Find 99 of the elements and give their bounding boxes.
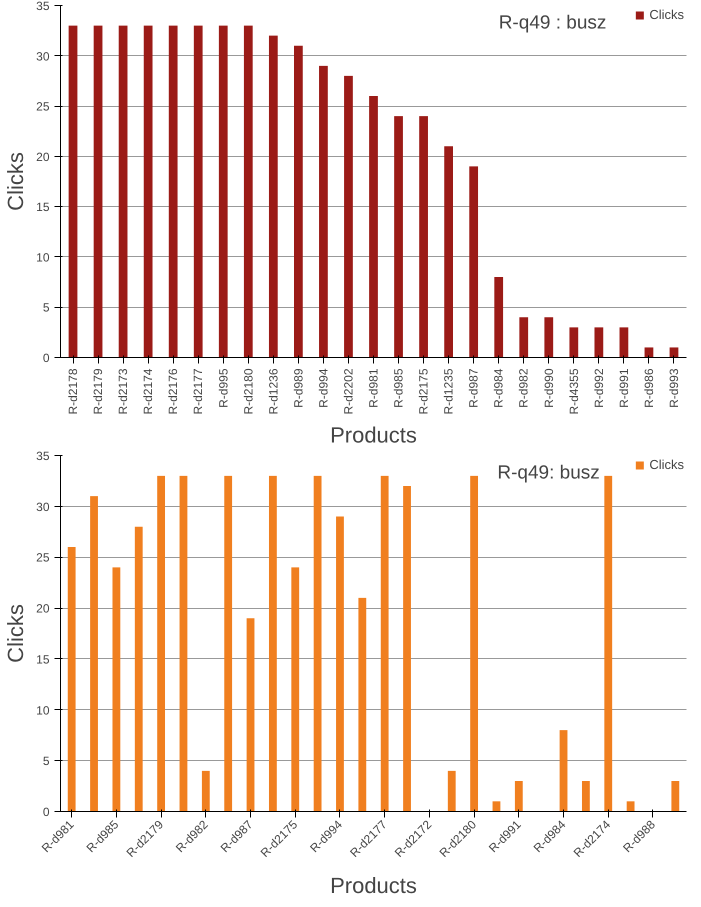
bar xyxy=(180,476,188,812)
y-tick-label: 5 xyxy=(42,754,50,768)
bar xyxy=(90,496,98,812)
chart-title: R-q49: busz xyxy=(497,462,600,484)
x-tick-label: R-d1236 xyxy=(266,368,280,415)
x-tick-label: R-d2202 xyxy=(341,368,356,415)
bar xyxy=(118,26,128,358)
x-tick-label: R-d987 xyxy=(466,368,481,408)
y-tick-label: 35 xyxy=(36,0,50,13)
bar xyxy=(594,327,604,358)
bar xyxy=(626,801,635,812)
bar xyxy=(319,66,328,358)
x-tick-label: R-d2178 xyxy=(66,368,80,415)
bar xyxy=(582,780,590,812)
bar xyxy=(380,476,389,812)
bar xyxy=(268,36,278,358)
bar xyxy=(94,26,102,358)
bar xyxy=(294,46,303,358)
legend-label: Clicks xyxy=(649,7,684,22)
bar xyxy=(194,26,203,358)
x-tick-label: R-d2174 xyxy=(141,368,156,415)
y-tick-label: 15 xyxy=(36,652,50,666)
x-tick-label: R-d2173 xyxy=(116,368,130,415)
bar xyxy=(671,780,680,812)
bar xyxy=(494,277,504,358)
bar xyxy=(620,327,628,358)
x-tick-label: R-d2177 xyxy=(191,368,206,415)
x-tick-label: R-d2176 xyxy=(166,368,180,415)
y-tick-label: 0 xyxy=(42,805,50,819)
bar xyxy=(218,26,228,358)
x-tick-label: R-d4355 xyxy=(566,368,581,415)
bar xyxy=(144,26,153,358)
bar xyxy=(134,526,143,812)
bar xyxy=(336,516,344,812)
x-axis-title: Products xyxy=(330,422,417,448)
bar xyxy=(68,26,78,358)
bar xyxy=(403,486,411,812)
x-tick-label: R-d986 xyxy=(642,368,656,408)
bar xyxy=(358,598,366,812)
bar xyxy=(670,347,678,358)
bar xyxy=(560,730,568,812)
x-tick-label: R-d990 xyxy=(542,368,556,408)
bar xyxy=(394,116,403,358)
y-tick-label: 25 xyxy=(36,100,50,114)
bar xyxy=(544,317,554,358)
y-tick-label: 10 xyxy=(36,250,50,264)
x-tick-label: R-d995 xyxy=(216,368,230,408)
y-tick-label: 15 xyxy=(36,200,50,214)
y-axis-title: Clicks xyxy=(3,152,28,211)
bar xyxy=(519,317,528,358)
bar xyxy=(268,476,277,812)
bar xyxy=(419,116,428,358)
bar xyxy=(244,26,253,358)
bar xyxy=(469,166,478,358)
x-tick-label: R-d2179 xyxy=(91,368,106,415)
y-tick-label: 35 xyxy=(36,449,50,463)
bar xyxy=(246,618,254,812)
bar xyxy=(448,770,456,812)
x-tick-label: R-d992 xyxy=(592,368,606,408)
y-tick-label: 20 xyxy=(36,150,50,164)
x-tick-label: R-d994 xyxy=(316,368,330,408)
bar xyxy=(68,547,76,812)
y-tick-label: 30 xyxy=(36,49,50,64)
x-tick-label: R-d981 xyxy=(366,368,380,408)
bar xyxy=(644,347,654,358)
x-tick-label: R-d1235 xyxy=(442,368,456,415)
bar xyxy=(112,567,120,812)
bar xyxy=(569,327,578,358)
x-tick-label: R-d993 xyxy=(666,368,681,408)
bar xyxy=(202,770,210,812)
bar xyxy=(369,96,378,358)
bar xyxy=(344,76,353,358)
bar xyxy=(224,476,232,812)
chart-title: R-q49 : busz xyxy=(498,12,606,34)
bar xyxy=(168,26,178,358)
x-tick-label: R-d2175 xyxy=(416,368,431,415)
y-tick-label: 30 xyxy=(36,500,50,514)
y-tick-label: 5 xyxy=(42,300,50,315)
bar xyxy=(514,780,523,812)
y-tick-label: 0 xyxy=(42,351,50,365)
y-tick-label: 25 xyxy=(36,550,50,565)
y-tick-label: 20 xyxy=(36,602,50,616)
y-tick-label: 10 xyxy=(36,703,50,718)
bar xyxy=(492,801,500,812)
x-tick-label: R-d991 xyxy=(616,368,631,408)
y-axis-title: Clicks xyxy=(3,604,28,663)
bar xyxy=(291,567,300,812)
bar xyxy=(314,476,322,812)
bar xyxy=(470,476,478,812)
x-tick-label: R-d984 xyxy=(492,368,506,408)
x-tick-label: R-d989 xyxy=(291,368,306,408)
bar xyxy=(157,476,166,812)
x-tick-label: R-d982 xyxy=(516,368,531,408)
legend-label: Clicks xyxy=(649,457,684,472)
bar xyxy=(444,146,453,358)
x-tick-label: R-d985 xyxy=(392,368,406,408)
x-tick-label: R-d2180 xyxy=(241,368,256,415)
bar xyxy=(604,476,612,812)
x-axis-title: Products xyxy=(330,872,417,898)
